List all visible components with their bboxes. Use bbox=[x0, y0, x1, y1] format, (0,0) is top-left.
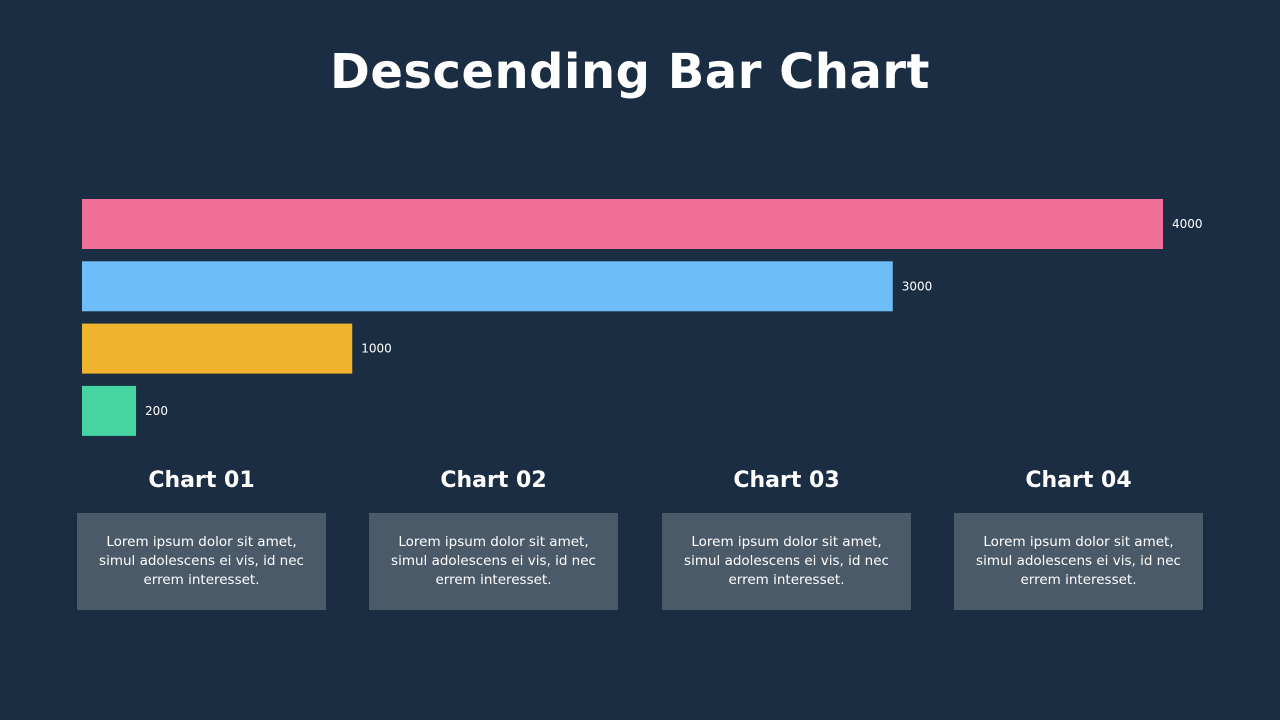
page-title: Descending Bar Chart bbox=[330, 44, 930, 100]
card-text-box-3: Lorem ipsum dolor sit amet, simul adoles… bbox=[662, 513, 911, 610]
card-heading-1: Chart 01 bbox=[148, 468, 255, 493]
bar-3 bbox=[82, 323, 353, 374]
bar-4 bbox=[82, 385, 137, 436]
card-heading-2: Chart 02 bbox=[440, 468, 547, 493]
bar-value-label-1: 4000 bbox=[1172, 217, 1203, 231]
bar-value-label-3: 1000 bbox=[361, 342, 392, 356]
bar-value-label-2: 3000 bbox=[902, 279, 933, 293]
card-text-box-2: Lorem ipsum dolor sit amet, simul adoles… bbox=[369, 513, 618, 610]
card-text-box-4: Lorem ipsum dolor sit amet, simul adoles… bbox=[954, 513, 1203, 610]
card-heading-3: Chart 03 bbox=[733, 468, 840, 493]
card-heading-4: Chart 04 bbox=[1025, 468, 1132, 493]
card-text-box-1: Lorem ipsum dolor sit amet, simul adoles… bbox=[77, 513, 326, 610]
bar-1 bbox=[82, 199, 1163, 249]
bar-chart: 4000 3000 1000 200 bbox=[82, 199, 1203, 436]
bar-2 bbox=[82, 261, 893, 312]
bar-value-label-4: 200 bbox=[145, 404, 168, 418]
